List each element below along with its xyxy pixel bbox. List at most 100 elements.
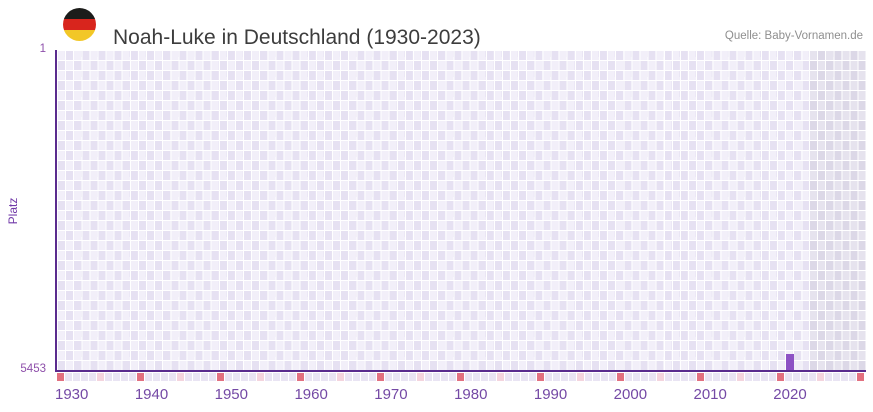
year-marker-cell	[825, 373, 832, 381]
year-marker-cell	[553, 373, 560, 381]
rank-bar[interactable]	[785, 354, 794, 370]
year-marker-cell	[593, 373, 600, 381]
decade-marker-cell	[377, 373, 384, 381]
decade-marker-cell	[697, 373, 704, 381]
year-marker-cell	[665, 373, 672, 381]
year-marker-cell	[281, 373, 288, 381]
year-marker-cell	[193, 373, 200, 381]
year-marker-cell	[121, 373, 128, 381]
decade-marker-cell	[537, 373, 544, 381]
decade-marker-cell	[617, 373, 624, 381]
year-marker-cell	[625, 373, 632, 381]
year-marker-cell	[73, 373, 80, 381]
half-decade-marker-cell	[497, 373, 504, 381]
year-marker-cell	[209, 373, 216, 381]
year-marker-cell	[89, 373, 96, 381]
year-marker-cell	[785, 373, 792, 381]
year-marker-cell	[609, 373, 616, 381]
year-marker-cell	[601, 373, 608, 381]
x-tick-label: 2010	[693, 386, 727, 403]
year-marker-cell	[713, 373, 720, 381]
year-marker-cell	[473, 373, 480, 381]
year-marker-cell	[241, 373, 248, 381]
x-tick-label: 1930	[55, 386, 89, 403]
year-marker-cell	[745, 373, 752, 381]
year-marker-cell	[641, 373, 648, 381]
year-marker-cell	[233, 373, 240, 381]
year-marker-cell	[449, 373, 456, 381]
year-marker-cell	[801, 373, 808, 381]
year-marker-cell	[273, 373, 280, 381]
half-decade-marker-cell	[257, 373, 264, 381]
year-marker-cell	[841, 373, 848, 381]
year-marker-cell	[201, 373, 208, 381]
year-marker-strip	[0, 373, 873, 381]
decade-marker-cell	[297, 373, 304, 381]
year-marker-cell	[849, 373, 856, 381]
year-marker-cell	[225, 373, 232, 381]
year-marker-cell	[265, 373, 272, 381]
decade-marker-cell	[457, 373, 464, 381]
year-marker-cell	[761, 373, 768, 381]
year-marker-cell	[505, 373, 512, 381]
year-marker-cell	[305, 373, 312, 381]
year-marker-cell	[313, 373, 320, 381]
y-tick-rank-1: 1	[39, 43, 46, 55]
no-data-shade-region	[809, 50, 866, 370]
year-marker-cell	[145, 373, 152, 381]
year-marker-cell	[185, 373, 192, 381]
half-decade-marker-cell	[417, 373, 424, 381]
year-marker-cell	[401, 373, 408, 381]
x-tick-label: 1990	[533, 386, 568, 403]
year-marker-cell	[129, 373, 136, 381]
year-marker-cell	[249, 373, 256, 381]
year-marker-cell	[393, 373, 400, 381]
year-marker-cell	[729, 373, 736, 381]
decade-marker-cell	[217, 373, 224, 381]
x-axis-ticks: 1930 1940 1950 1960 1970 1980 1990 2000 2010 2020	[0, 386, 873, 404]
x-axis-line	[55, 370, 866, 372]
year-marker-cell	[433, 373, 440, 381]
year-marker-cell	[441, 373, 448, 381]
plot-area	[57, 50, 866, 370]
half-decade-marker-cell	[577, 373, 584, 381]
year-marker-cell	[409, 373, 416, 381]
year-marker-cell	[833, 373, 840, 381]
half-decade-marker-cell	[337, 373, 344, 381]
x-tick-label: 1940	[134, 386, 169, 403]
year-marker-cell	[385, 373, 392, 381]
year-marker-cell	[153, 373, 160, 381]
half-decade-marker-cell	[657, 373, 664, 381]
year-marker-cell	[361, 373, 368, 381]
year-marker-cell	[585, 373, 592, 381]
y-tick-rank-5453: 5453	[20, 363, 46, 375]
x-tick-label: 1960	[294, 386, 328, 403]
year-marker-cell	[681, 373, 688, 381]
decade-marker-cell	[777, 373, 784, 381]
year-marker-cell	[353, 373, 360, 381]
year-marker-cell	[113, 373, 120, 381]
year-marker-cell	[369, 373, 376, 381]
year-marker-cell	[673, 373, 680, 381]
year-marker-cell	[161, 373, 168, 381]
year-marker-cell	[321, 373, 328, 381]
year-marker-cell	[65, 373, 72, 381]
half-decade-marker-cell	[737, 373, 744, 381]
year-marker-cell	[329, 373, 336, 381]
year-marker-cell	[705, 373, 712, 381]
year-marker-cell	[545, 373, 552, 381]
year-marker-cell	[569, 373, 576, 381]
year-marker-cell	[489, 373, 496, 381]
x-tick-label: 1950	[214, 386, 248, 403]
half-decade-marker-cell	[177, 373, 184, 381]
decade-marker-cell	[857, 373, 864, 381]
year-marker-cell	[769, 373, 776, 381]
source-credit: Quelle: Baby-Vornamen.de	[724, 30, 863, 42]
year-marker-cell	[169, 373, 176, 381]
decade-marker-cell	[137, 373, 144, 381]
decade-marker-cell	[57, 373, 64, 381]
year-marker-cell	[289, 373, 296, 381]
year-marker-cell	[465, 373, 472, 381]
year-marker-cell	[753, 373, 760, 381]
